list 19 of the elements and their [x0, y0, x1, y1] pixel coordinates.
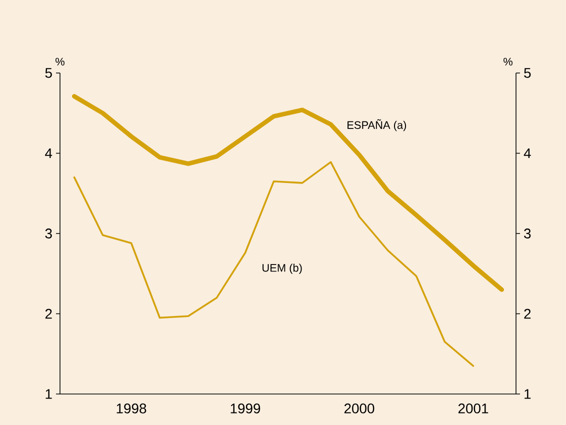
y-axis-title: % [56, 58, 64, 66]
y-tick-label: 2 [45, 308, 52, 319]
y2-tick-label: 5 [524, 68, 531, 78]
x-tick-label: 1999 [230, 404, 260, 414]
line-series [73, 161, 474, 367]
y-tick-label: 1 [46, 389, 52, 399]
y2-tick-label: 4 [524, 148, 531, 158]
series-label: ESPAÑA (a) [348, 119, 406, 132]
y-tick-label: 4 [45, 148, 52, 158]
y2-tick-label: 2 [524, 308, 531, 319]
y2-tick-label: 3 [524, 228, 531, 238]
x-tick-label: 2000 [344, 404, 374, 414]
y-tick-label: 3 [45, 228, 52, 238]
x-tick-label: 1998 [116, 404, 146, 414]
y2-tick-label: 1 [524, 389, 531, 399]
y2-axis-title: % [504, 58, 512, 66]
x-tick-label: 2001 [458, 404, 488, 414]
series-label: UEM (b) [262, 264, 302, 274]
y-tick-label: 5 [45, 68, 52, 78]
